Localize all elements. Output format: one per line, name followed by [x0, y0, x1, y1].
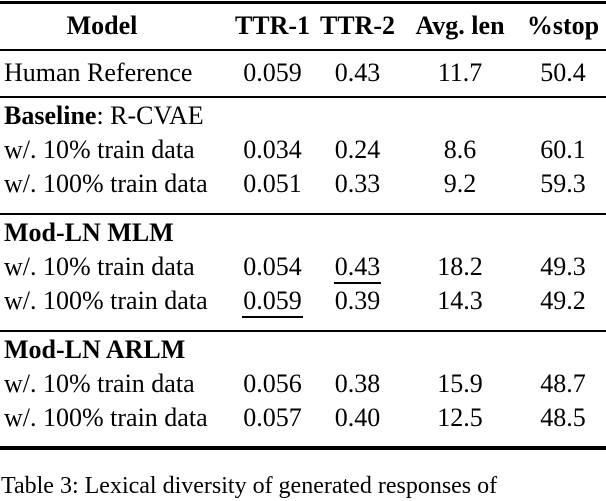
table-row-human-reference: Human Reference 0.059 0.43 11.7 50.4 — [0, 49, 606, 98]
row-label: w/. 100% train data — [4, 402, 208, 432]
underlined-best-value: 0.059 — [242, 285, 303, 318]
table-row-baseline-100pct: w/. 100% train data 0.051 0.33 9.2 59.3 — [0, 167, 606, 214]
section-title-mod-ln-mlm: Mod-LN MLM — [0, 212, 606, 251]
metric-value-cell: 0.40 — [334, 402, 381, 432]
metric-value-cell: 48.7 — [540, 368, 586, 398]
results-table: Model TTR-1 TTR-2 Avg. len %stop Human R… — [0, 1, 606, 450]
table-header: Model TTR-1 TTR-2 Avg. len %stop — [0, 2, 606, 51]
row-label: w/. 10% train data — [4, 134, 195, 164]
column-header-ttr1: TTR-1 — [230, 2, 315, 51]
metric-value-cell: 0.054 — [243, 251, 302, 281]
column-header-model: Model — [0, 2, 230, 51]
metric-value-cell: 12.5 — [437, 402, 483, 432]
column-header-avg-len: Avg. len — [400, 2, 520, 51]
metric-value-cell: 0.034 — [243, 134, 302, 164]
section-title-baseline: Baseline: R-CVAE — [0, 95, 606, 134]
table-caption-clipped: Table 3: Lexical diversity of generated … — [1, 473, 498, 499]
column-header-pct-stop: %stop — [520, 2, 606, 51]
metric-value-cell: 8.6 — [443, 134, 477, 164]
metric-value-cell: 0.24 — [334, 134, 381, 164]
table-row-mlm-100pct: w/. 100% train data 0.059 0.39 14.3 49.2 — [0, 284, 606, 331]
table-row-arlm-100pct: w/. 100% train data 0.057 0.40 12.5 48.5 — [0, 401, 606, 448]
row-label: w/. 10% train data — [4, 251, 195, 281]
section-title-bold: Baseline — [4, 100, 97, 130]
row-label: w/. 100% train data — [4, 168, 208, 198]
table-row-baseline-10pct: w/. 10% train data 0.034 0.24 8.6 60.1 — [0, 134, 606, 167]
metric-value-cell: 49.3 — [540, 251, 586, 281]
metric-value-cell: 18.2 — [437, 251, 483, 281]
metric-value-cell: 0.057 — [243, 402, 302, 432]
metric-value-cell: 15.9 — [437, 368, 483, 398]
metric-value-cell: 48.5 — [540, 402, 586, 432]
metric-value-cell: 0.059 — [230, 284, 315, 331]
underlined-best-value: 0.43 — [333, 251, 382, 284]
header-row: Model TTR-1 TTR-2 Avg. len %stop — [0, 2, 606, 51]
metric-value-cell: 60.1 — [540, 134, 586, 164]
metric-value-cell: 14.3 — [437, 285, 483, 315]
metric-value-cell: 0.43 — [315, 251, 400, 284]
section-title-bold: Mod-LN ARLM — [4, 334, 186, 364]
metric-value-cell: 0.056 — [243, 368, 302, 398]
section-title-mod-ln-arlm: Mod-LN ARLM — [0, 329, 606, 368]
row-label: Human Reference — [0, 49, 230, 98]
section-title-rest: : R-CVAE — [96, 100, 204, 130]
section-title-bold: Mod-LN MLM — [4, 217, 174, 247]
row-label: w/. 10% train data — [4, 368, 195, 398]
section-title-cell: Mod-LN MLM — [0, 212, 606, 251]
metric-value-cell: 49.2 — [540, 285, 586, 315]
metric-value-cell: 0.38 — [334, 368, 381, 398]
metric-value-cell: 0.059 — [230, 49, 315, 98]
metric-value-cell: 59.3 — [540, 168, 586, 198]
metric-value-cell: 0.33 — [334, 168, 381, 198]
table-row-mlm-10pct: w/. 10% train data 0.054 0.43 18.2 49.3 — [0, 251, 606, 284]
section-title-cell: Baseline: R-CVAE — [0, 95, 606, 134]
row-label: w/. 100% train data — [4, 285, 208, 315]
metric-value-cell: 0.051 — [243, 168, 302, 198]
metric-value-cell: 0.43 — [315, 49, 400, 98]
metric-value-cell: 0.39 — [334, 285, 381, 315]
metric-value-cell: 11.7 — [400, 49, 520, 98]
metric-value-cell: 50.4 — [520, 49, 606, 98]
metric-value-cell: 9.2 — [443, 168, 477, 198]
column-header-ttr2: TTR-2 — [315, 2, 400, 51]
section-title-cell: Mod-LN ARLM — [0, 329, 606, 368]
table-row-arlm-10pct: w/. 10% train data 0.056 0.38 15.9 48.7 — [0, 368, 606, 401]
